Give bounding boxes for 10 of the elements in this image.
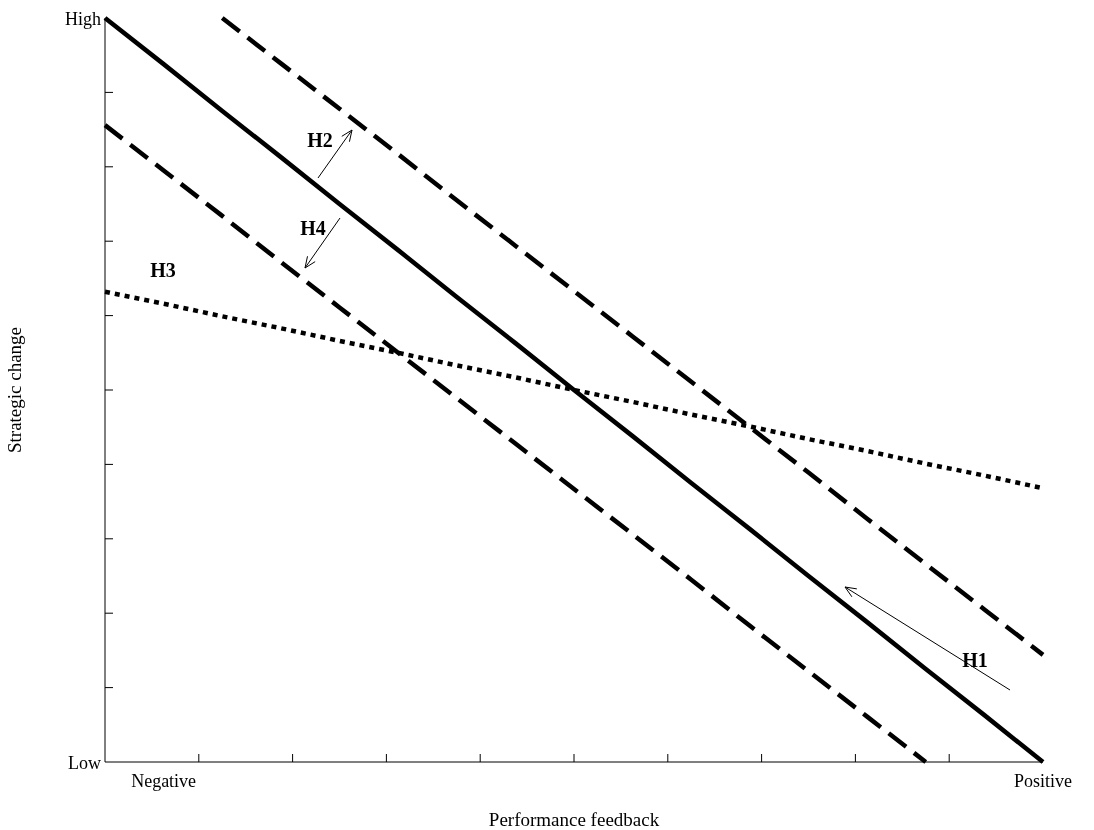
annotation: H1 <box>962 649 988 671</box>
x-tick-label: Positive <box>1013 770 1073 791</box>
x-axis-title: Performance feedback <box>488 809 660 830</box>
x-tick-label: Negative <box>131 770 197 791</box>
annotation: H2 <box>307 129 333 151</box>
text: High <box>65 9 101 29</box>
y-axis-title: Strategic change <box>3 326 25 454</box>
text: Low <box>68 753 101 773</box>
annotation: H4 <box>300 217 326 239</box>
annotation: H3 <box>150 259 176 281</box>
